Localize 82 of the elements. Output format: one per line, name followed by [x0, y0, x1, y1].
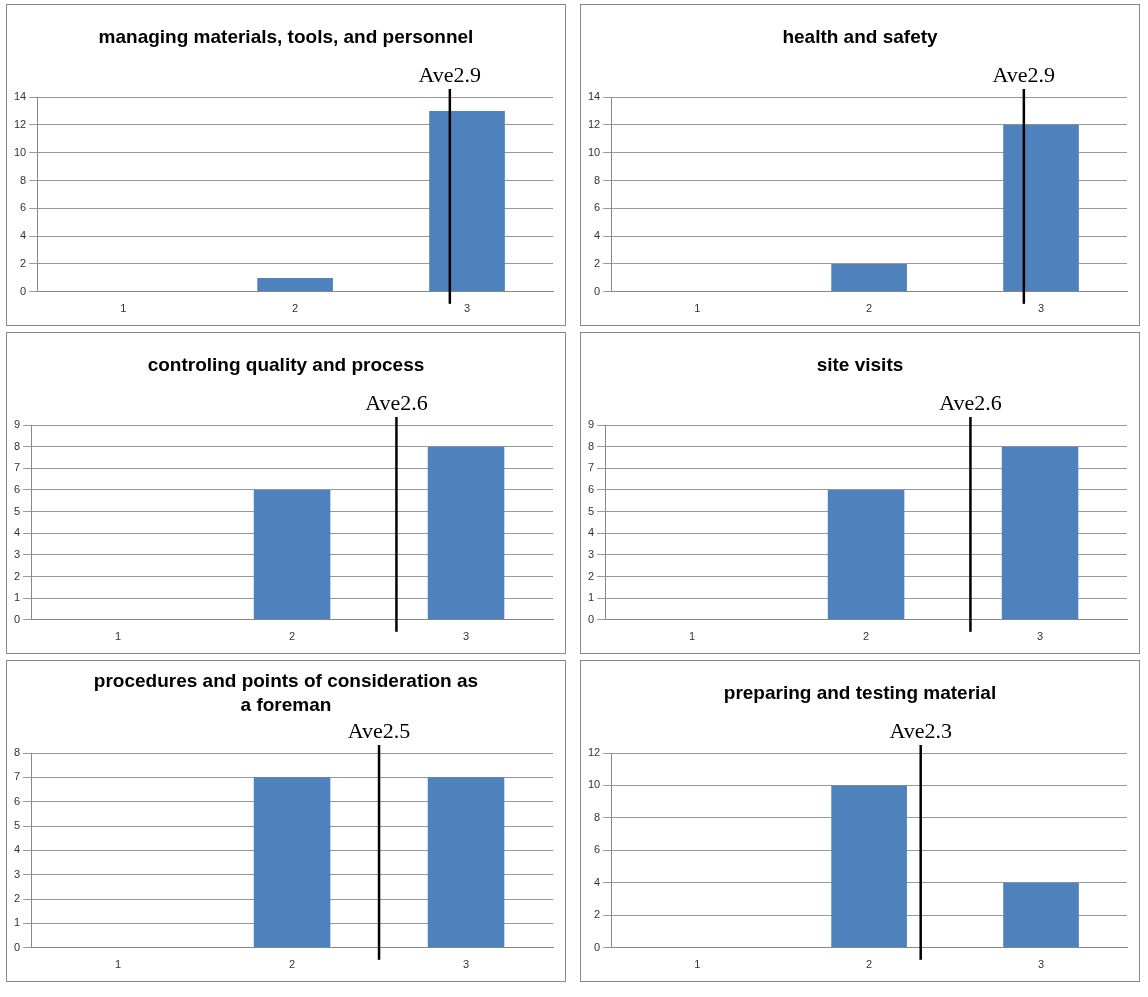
x-tick-label: 3	[1037, 302, 1045, 315]
chart-title: site visits	[815, 353, 905, 377]
x-tick-label: 3	[1036, 630, 1044, 643]
y-tick-label: 4	[587, 526, 595, 539]
y-tick-label: 6	[594, 843, 601, 856]
x-tick-label: 3	[462, 630, 470, 643]
y-tick-label: 4	[594, 875, 601, 888]
ref-line-label: Ave2.6	[939, 389, 1002, 415]
y-tick-label: 4	[594, 229, 601, 242]
y-tick-label: 8	[13, 439, 21, 452]
y-tick-label: 10	[587, 145, 601, 158]
y-tick-label: 9	[13, 418, 21, 431]
y-tick-label: 7	[587, 461, 595, 474]
y-tick-label: 10	[587, 778, 601, 791]
y-tick-label: 14	[587, 90, 601, 103]
y-tick-label: 12	[587, 117, 601, 130]
y-tick-label: 6	[594, 201, 601, 214]
x-tick-label: 2	[866, 958, 873, 971]
x-tick-label: 2	[289, 630, 296, 643]
y-tick-label: 2	[13, 569, 21, 582]
chart-title: controling quality and process	[146, 353, 426, 377]
y-tick-label: 1	[13, 591, 21, 604]
y-tick-label: 0	[13, 940, 21, 953]
chart-title: preparing and testing material	[722, 681, 998, 705]
ref-line-label: Ave2.6	[365, 389, 428, 415]
y-tick-label: 5	[587, 504, 595, 517]
y-tick-label: 0	[13, 612, 21, 625]
ref-line-label: Ave2.9	[992, 61, 1056, 87]
x-tick-label: 2	[866, 302, 873, 315]
y-tick-label: 6	[587, 482, 595, 495]
x-tick-label: 3	[1037, 958, 1045, 971]
y-tick-label: 2	[587, 569, 595, 582]
x-tick-label: 2	[863, 630, 870, 643]
ref-line-label: Ave2.9	[418, 61, 482, 87]
y-tick-label: 0	[587, 612, 595, 625]
ref-line-label: Ave2.5	[347, 717, 411, 743]
y-tick-label: 9	[587, 418, 595, 431]
y-tick-label: 1	[13, 916, 21, 929]
y-tick-label: 8	[594, 810, 601, 823]
y-tick-label: 8	[20, 173, 27, 186]
x-tick-label: 3	[463, 302, 471, 315]
y-tick-label: 5	[13, 819, 21, 832]
x-tick-label: 2	[292, 302, 299, 315]
chart-title: managing materials, tools, and personnel	[97, 25, 475, 49]
y-tick-label: 8	[587, 439, 595, 452]
chart-title: procedures and points of consideration as a foreman	[92, 669, 480, 717]
y-tick-label: 6	[20, 201, 27, 214]
chart-title: health and safety	[781, 25, 939, 49]
y-tick-label: 1	[587, 591, 595, 604]
y-tick-label: 3	[587, 547, 595, 560]
y-tick-label: 7	[13, 461, 21, 474]
y-tick-label: 2	[594, 257, 601, 269]
y-tick-label: 0	[20, 284, 27, 297]
y-tick-label: 6	[13, 482, 21, 495]
y-tick-label: 8	[594, 173, 601, 186]
y-tick-label: 7	[13, 770, 21, 783]
y-tick-label: 4	[20, 229, 27, 242]
y-tick-label: 12	[13, 117, 27, 130]
y-tick-label: 10	[13, 145, 27, 158]
x-tick-label: 2	[289, 958, 296, 971]
y-tick-label: 6	[13, 794, 21, 807]
y-tick-label: 8	[13, 746, 21, 759]
y-tick-label: 4	[13, 526, 21, 539]
y-tick-label: 5	[13, 504, 21, 517]
y-tick-label: 0	[594, 940, 601, 953]
y-tick-label: 3	[13, 547, 21, 560]
ref-line-label: Ave2.3	[889, 717, 952, 743]
x-tick-label: 1	[694, 958, 701, 971]
y-tick-label: 0	[594, 284, 601, 297]
y-tick-label: 12	[587, 746, 601, 759]
y-tick-label: 3	[13, 867, 21, 880]
y-tick-label: 2	[13, 892, 21, 905]
y-tick-label: 2	[20, 257, 27, 269]
y-tick-label: 2	[594, 908, 601, 921]
y-tick-label: 14	[13, 90, 27, 103]
x-tick-label: 3	[462, 958, 470, 971]
y-tick-label: 4	[13, 843, 21, 856]
x-tick-label: 1	[120, 302, 127, 315]
x-tick-label: 1	[115, 958, 122, 971]
x-tick-label: 1	[115, 630, 122, 643]
x-tick-label: 1	[694, 302, 701, 315]
x-tick-label: 1	[689, 630, 696, 643]
